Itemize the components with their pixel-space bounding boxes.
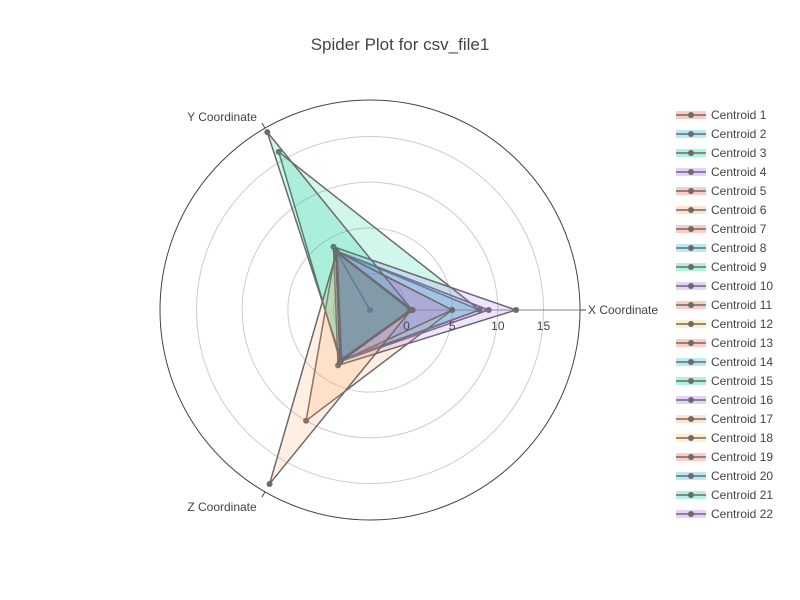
legend-item[interactable]: Centroid 6 bbox=[676, 203, 767, 217]
radar-series bbox=[264, 129, 520, 487]
series-area bbox=[335, 249, 413, 364]
legend-marker bbox=[688, 283, 694, 289]
legend-marker bbox=[688, 359, 694, 365]
legend-item[interactable]: Centroid 1 bbox=[676, 108, 767, 122]
series-point bbox=[266, 480, 273, 487]
legend-marker bbox=[688, 416, 694, 422]
legend-label: Centroid 16 bbox=[711, 393, 773, 407]
legend-marker bbox=[688, 264, 694, 270]
legend-label: Centroid 8 bbox=[711, 241, 767, 255]
legend-item[interactable]: Centroid 17 bbox=[676, 412, 773, 426]
legend-marker bbox=[688, 378, 694, 384]
legend-marker bbox=[688, 511, 694, 517]
legend-item[interactable]: Centroid 3 bbox=[676, 146, 767, 160]
legend-item[interactable]: Centroid 4 bbox=[676, 165, 767, 179]
legend-marker bbox=[688, 245, 694, 251]
legend-label: Centroid 5 bbox=[711, 184, 767, 198]
legend-marker bbox=[688, 302, 694, 308]
legend-marker bbox=[688, 435, 694, 441]
legend-item[interactable]: Centroid 12 bbox=[676, 317, 773, 331]
axis-label: X Coordinate bbox=[588, 303, 658, 317]
legend-item[interactable]: Centroid 21 bbox=[676, 488, 773, 502]
legend-item[interactable]: Centroid 2 bbox=[676, 127, 767, 141]
legend-marker bbox=[688, 321, 694, 327]
legend-item[interactable]: Centroid 14 bbox=[676, 355, 773, 369]
legend-marker bbox=[688, 492, 694, 498]
radial-tick-label: 15 bbox=[537, 319, 551, 333]
legend-item[interactable]: Centroid 8 bbox=[676, 241, 767, 255]
legend-label: Centroid 20 bbox=[711, 469, 773, 483]
legend-marker bbox=[688, 112, 694, 118]
series-point bbox=[513, 307, 520, 313]
legend-item[interactable]: Centroid 15 bbox=[676, 374, 773, 388]
legend-label: Centroid 15 bbox=[711, 374, 773, 388]
legend-label: Centroid 12 bbox=[711, 317, 773, 331]
series-point bbox=[303, 417, 310, 424]
legend-label: Centroid 9 bbox=[711, 260, 767, 274]
legend-label: Centroid 2 bbox=[711, 127, 767, 141]
legend-item[interactable]: Centroid 13 bbox=[676, 336, 773, 350]
series-point bbox=[333, 248, 340, 255]
legend-marker bbox=[688, 397, 694, 403]
legend-label: Centroid 1 bbox=[711, 108, 767, 122]
series-point bbox=[476, 307, 483, 313]
legend[interactable]: Centroid 1 Centroid 2 Centroid 3 Centroid 4… bbox=[676, 108, 773, 521]
legend-item[interactable]: Centroid 20 bbox=[676, 469, 773, 483]
legend-item[interactable]: Centroid 16 bbox=[676, 393, 773, 407]
legend-label: Centroid 11 bbox=[711, 298, 772, 312]
legend-marker bbox=[688, 150, 694, 156]
legend-label: Centroid 7 bbox=[711, 222, 767, 236]
legend-label: Centroid 10 bbox=[711, 279, 773, 293]
series-point bbox=[264, 129, 271, 136]
radar-series-22 bbox=[333, 248, 415, 366]
series-area bbox=[332, 245, 519, 367]
axis-label: Y Coordinate bbox=[187, 110, 257, 124]
legend-marker bbox=[688, 340, 694, 346]
legend-label: Centroid 18 bbox=[711, 431, 773, 445]
legend-marker bbox=[688, 169, 694, 175]
radar-axis-labels: X Coordinate Y Coordinate Z Coordinate bbox=[187, 110, 658, 514]
angular-tick bbox=[261, 122, 266, 129]
series-point bbox=[449, 307, 456, 313]
radar-series-10 bbox=[330, 243, 520, 369]
series-point bbox=[275, 148, 282, 155]
series-point bbox=[485, 307, 492, 313]
legend-item[interactable]: Centroid 18 bbox=[676, 431, 773, 445]
legend-item[interactable]: Centroid 11 bbox=[676, 298, 772, 312]
chart-title: Spider Plot for csv_file1 bbox=[311, 35, 490, 54]
legend-marker bbox=[688, 454, 694, 460]
series-point bbox=[367, 307, 373, 313]
axis-label: Z Coordinate bbox=[187, 500, 257, 514]
legend-label: Centroid 22 bbox=[711, 507, 773, 521]
legend-label: Centroid 14 bbox=[711, 355, 773, 369]
legend-marker bbox=[688, 226, 694, 232]
legend-label: Centroid 4 bbox=[711, 165, 767, 179]
legend-label: Centroid 3 bbox=[711, 146, 767, 160]
radar-tick-labels: 0 5 10 15 bbox=[403, 319, 550, 333]
radial-tick-label: 0 bbox=[403, 319, 410, 333]
radial-tick-label: 5 bbox=[449, 319, 456, 333]
legend-label: Centroid 21 bbox=[711, 488, 773, 502]
legend-item[interactable]: Centroid 9 bbox=[676, 260, 767, 274]
legend-label: Centroid 17 bbox=[711, 412, 773, 426]
series-area bbox=[277, 149, 482, 363]
legend-item[interactable]: Centroid 19 bbox=[676, 450, 773, 464]
legend-label: Centroid 19 bbox=[711, 450, 773, 464]
legend-item[interactable]: Centroid 10 bbox=[676, 279, 773, 293]
series-point bbox=[408, 307, 415, 313]
legend-label: Centroid 6 bbox=[711, 203, 767, 217]
radial-tick-label: 10 bbox=[491, 319, 505, 333]
legend-item[interactable]: Centroid 22 bbox=[676, 507, 773, 521]
series-point bbox=[336, 359, 343, 366]
legend-label: Centroid 13 bbox=[711, 336, 773, 350]
legend-marker bbox=[688, 188, 694, 194]
legend-marker bbox=[688, 131, 694, 137]
legend-marker bbox=[688, 473, 694, 479]
legend-item[interactable]: Centroid 5 bbox=[676, 184, 767, 198]
angular-tick bbox=[261, 491, 266, 498]
legend-item[interactable]: Centroid 7 bbox=[676, 222, 767, 236]
legend-marker bbox=[688, 207, 694, 213]
